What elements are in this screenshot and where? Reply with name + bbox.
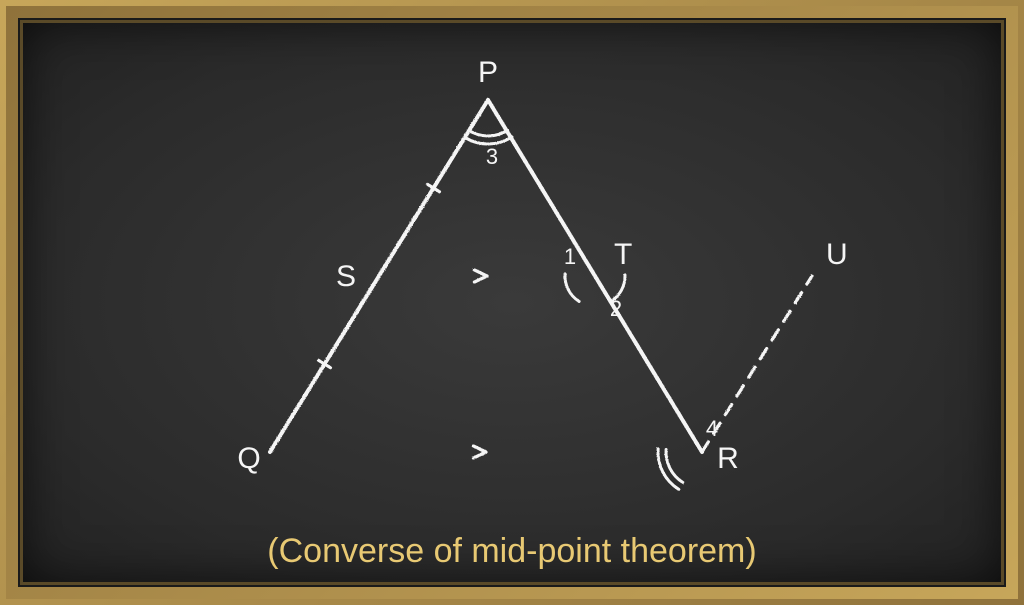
angle-label-2: 2	[610, 296, 622, 321]
vertex-label-S: S	[336, 260, 356, 293]
diagram-caption: (Converse of mid-point theorem)	[20, 532, 1004, 571]
angle-label-3: 3	[486, 144, 498, 169]
angle-arc	[465, 137, 512, 144]
angle-arc	[658, 449, 679, 489]
vertex-label-T: T	[614, 238, 632, 271]
tick-mark	[319, 360, 331, 367]
angle-arc	[469, 130, 508, 136]
arrow-head	[474, 276, 487, 282]
chalkboard-frame: P Q R S T U 1 2 3 4 (Converse of mid-point theore…	[0, 0, 1024, 605]
vertex-label-R: R	[717, 442, 739, 475]
vertex-label-U: U	[826, 238, 848, 271]
arrow-head	[473, 452, 486, 458]
tick-mark	[428, 184, 440, 191]
vertex-label-Q: Q	[237, 442, 260, 475]
angle-arc	[565, 274, 579, 302]
line-RU	[702, 276, 812, 452]
vertex-label-P: P	[478, 56, 498, 89]
angle-arc	[666, 449, 683, 482]
side-PR	[488, 100, 702, 452]
side-PQ	[270, 100, 488, 452]
arrow-head	[474, 270, 487, 276]
angle-label-4: 4	[706, 416, 718, 441]
chalkboard: P Q R S T U 1 2 3 4 (Converse of mid-point theore…	[18, 18, 1006, 587]
geometry-diagram: P Q R S T U 1 2 3 4	[20, 20, 1008, 589]
arrow-head	[473, 446, 486, 452]
angle-arc	[610, 275, 625, 302]
angle-label-1: 1	[564, 244, 576, 269]
